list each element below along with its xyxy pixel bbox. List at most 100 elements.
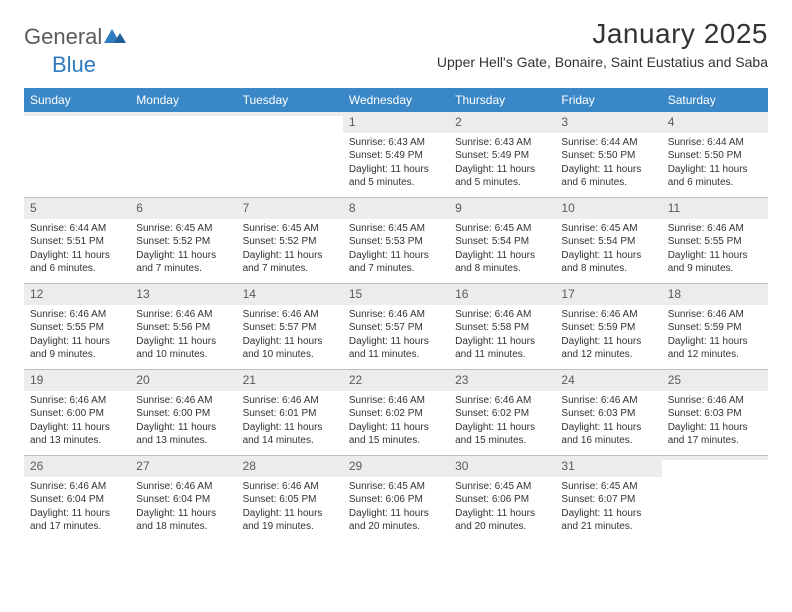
sunset-text: Sunset: 6:07 PM [561,493,655,507]
sunrise-text: Sunrise: 6:46 AM [349,308,443,322]
day-number: 8 [349,201,356,215]
day-cell: 28Sunrise: 6:46 AMSunset: 6:05 PMDayligh… [237,456,343,542]
day-body: Sunrise: 6:46 AMSunset: 5:59 PMDaylight:… [662,305,768,368]
day-number-bar: 19 [24,370,130,391]
day-body: Sunrise: 6:46 AMSunset: 5:59 PMDaylight:… [555,305,661,368]
day-number: 19 [30,373,43,387]
dow-sunday: Sunday [24,88,130,112]
sunrise-text: Sunrise: 6:46 AM [561,394,655,408]
day-cell: 9Sunrise: 6:45 AMSunset: 5:54 PMDaylight… [449,198,555,283]
daylight-text: Daylight: 11 hours and 5 minutes. [455,163,549,190]
day-cell: 14Sunrise: 6:46 AMSunset: 5:57 PMDayligh… [237,284,343,369]
sunset-text: Sunset: 5:54 PM [561,235,655,249]
day-body: Sunrise: 6:45 AMSunset: 6:06 PMDaylight:… [449,477,555,540]
sunset-text: Sunset: 6:04 PM [30,493,124,507]
day-number-bar [130,112,236,116]
day-number-bar: 20 [130,370,236,391]
sunset-text: Sunset: 6:06 PM [349,493,443,507]
daylight-text: Daylight: 11 hours and 11 minutes. [455,335,549,362]
daylight-text: Daylight: 11 hours and 7 minutes. [136,249,230,276]
sunset-text: Sunset: 5:57 PM [243,321,337,335]
daylight-text: Daylight: 11 hours and 15 minutes. [349,421,443,448]
sunset-text: Sunset: 6:00 PM [136,407,230,421]
month-title: January 2025 [437,18,768,50]
day-number-bar: 29 [343,456,449,477]
day-body: Sunrise: 6:45 AMSunset: 6:06 PMDaylight:… [343,477,449,540]
day-number-bar: 2 [449,112,555,133]
day-cell: 20Sunrise: 6:46 AMSunset: 6:00 PMDayligh… [130,370,236,455]
day-number-bar: 14 [237,284,343,305]
day-number: 9 [455,201,462,215]
day-body: Sunrise: 6:46 AMSunset: 6:02 PMDaylight:… [343,391,449,454]
day-number-bar [237,112,343,116]
sunset-text: Sunset: 5:54 PM [455,235,549,249]
day-number-bar: 18 [662,284,768,305]
daylight-text: Daylight: 11 hours and 8 minutes. [455,249,549,276]
sunrise-text: Sunrise: 6:46 AM [668,308,762,322]
sunrise-text: Sunrise: 6:45 AM [455,480,549,494]
sunset-text: Sunset: 5:50 PM [668,149,762,163]
day-number: 26 [30,459,43,473]
sunrise-text: Sunrise: 6:46 AM [30,308,124,322]
day-number-bar: 30 [449,456,555,477]
day-body: Sunrise: 6:46 AMSunset: 6:01 PMDaylight:… [237,391,343,454]
location-subtitle: Upper Hell's Gate, Bonaire, Saint Eustat… [437,54,768,70]
day-cell [237,112,343,197]
week-row: 26Sunrise: 6:46 AMSunset: 6:04 PMDayligh… [24,456,768,542]
day-body: Sunrise: 6:46 AMSunset: 5:55 PMDaylight:… [24,305,130,368]
day-number: 5 [30,201,37,215]
weeks-container: 1 Sunrise: 6:43 AMSunset: 5:49 PMDaylight… [24,112,768,542]
sunrise-text: Sunrise: 6:45 AM [136,222,230,236]
day-number: 1 [349,115,356,129]
day-cell: 11Sunrise: 6:46 AMSunset: 5:55 PMDayligh… [662,198,768,283]
sunset-text: Sunset: 5:58 PM [455,321,549,335]
sunrise-text: Sunrise: 6:46 AM [243,394,337,408]
day-body: Sunrise: 6:43 AMSunset: 5:49 PMDaylight:… [449,133,555,196]
day-body: Sunrise: 6:45 AMSunset: 6:07 PMDaylight:… [555,477,661,540]
day-body: Sunrise: 6:46 AMSunset: 6:04 PMDaylight:… [130,477,236,540]
day-number: 27 [136,459,149,473]
day-number-bar: 3 [555,112,661,133]
day-body: Sunrise: 6:46 AMSunset: 6:00 PMDaylight:… [24,391,130,454]
sunrise-text: Sunrise: 6:46 AM [349,394,443,408]
day-number: 20 [136,373,149,387]
daylight-text: Daylight: 11 hours and 6 minutes. [561,163,655,190]
sunrise-text: Sunrise: 6:45 AM [561,222,655,236]
day-cell: 23Sunrise: 6:46 AMSunset: 6:02 PMDayligh… [449,370,555,455]
sunrise-text: Sunrise: 6:46 AM [243,480,337,494]
day-cell [662,456,768,542]
day-number: 11 [668,201,680,215]
day-cell: 31Sunrise: 6:45 AMSunset: 6:07 PMDayligh… [555,456,661,542]
sunrise-text: Sunrise: 6:46 AM [30,394,124,408]
day-number-bar: 12 [24,284,130,305]
day-number-bar: 22 [343,370,449,391]
day-body: Sunrise: 6:46 AMSunset: 6:05 PMDaylight:… [237,477,343,540]
sunset-text: Sunset: 6:03 PM [668,407,762,421]
sunset-text: Sunset: 5:50 PM [561,149,655,163]
dow-wednesday: Wednesday [343,88,449,112]
daylight-text: Daylight: 11 hours and 9 minutes. [30,335,124,362]
day-cell: 30Sunrise: 6:45 AMSunset: 6:06 PMDayligh… [449,456,555,542]
dow-monday: Monday [130,88,236,112]
day-number-bar: 5 [24,198,130,219]
day-number: 24 [561,373,574,387]
daylight-text: Daylight: 11 hours and 18 minutes. [136,507,230,534]
day-number: 16 [455,287,468,301]
day-number-bar: 6 [130,198,236,219]
day-cell: 19 Sunrise: 6:46 AMSunset: 6:00 PMDayligh… [24,370,130,455]
sunset-text: Sunset: 6:02 PM [349,407,443,421]
day-number-bar: 1 [343,112,449,133]
day-number: 7 [243,201,250,215]
sunset-text: Sunset: 5:51 PM [30,235,124,249]
day-body: Sunrise: 6:46 AMSunset: 5:57 PMDaylight:… [237,305,343,368]
logo-triangle-icon [104,27,126,48]
day-cell: 29Sunrise: 6:45 AMSunset: 6:06 PMDayligh… [343,456,449,542]
day-number-bar: 8 [343,198,449,219]
day-number-bar: 7 [237,198,343,219]
day-cell: 17Sunrise: 6:46 AMSunset: 5:59 PMDayligh… [555,284,661,369]
sunset-text: Sunset: 6:05 PM [243,493,337,507]
day-number-bar: 23 [449,370,555,391]
day-number-bar: 11 [662,198,768,219]
day-number-bar: 15 [343,284,449,305]
day-cell: 18Sunrise: 6:46 AMSunset: 5:59 PMDayligh… [662,284,768,369]
